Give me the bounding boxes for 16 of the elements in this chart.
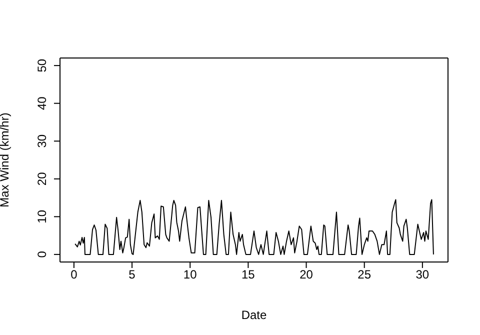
x-tick-label: 25 <box>358 268 372 282</box>
y-axis-title: Max Wind (km/hr) <box>0 112 12 208</box>
y-tick-label: 0 <box>35 250 50 258</box>
y-tick-label: 40 <box>35 96 50 110</box>
x-axis-title: Date <box>241 308 267 322</box>
x-tick-label: 5 <box>128 268 136 282</box>
x-tick-label: 0 <box>70 268 78 282</box>
y-tick-label: 50 <box>35 58 50 72</box>
y-tick-label: 10 <box>35 210 50 224</box>
x-tick-label: 10 <box>183 268 198 282</box>
x-tick-label: 30 <box>416 268 430 282</box>
y-tick-label: 20 <box>35 172 50 186</box>
y-tick-label: 30 <box>35 134 50 148</box>
x-tick-label: 15 <box>242 268 256 282</box>
x-tick-label: 20 <box>300 268 314 282</box>
line-series <box>74 199 434 255</box>
